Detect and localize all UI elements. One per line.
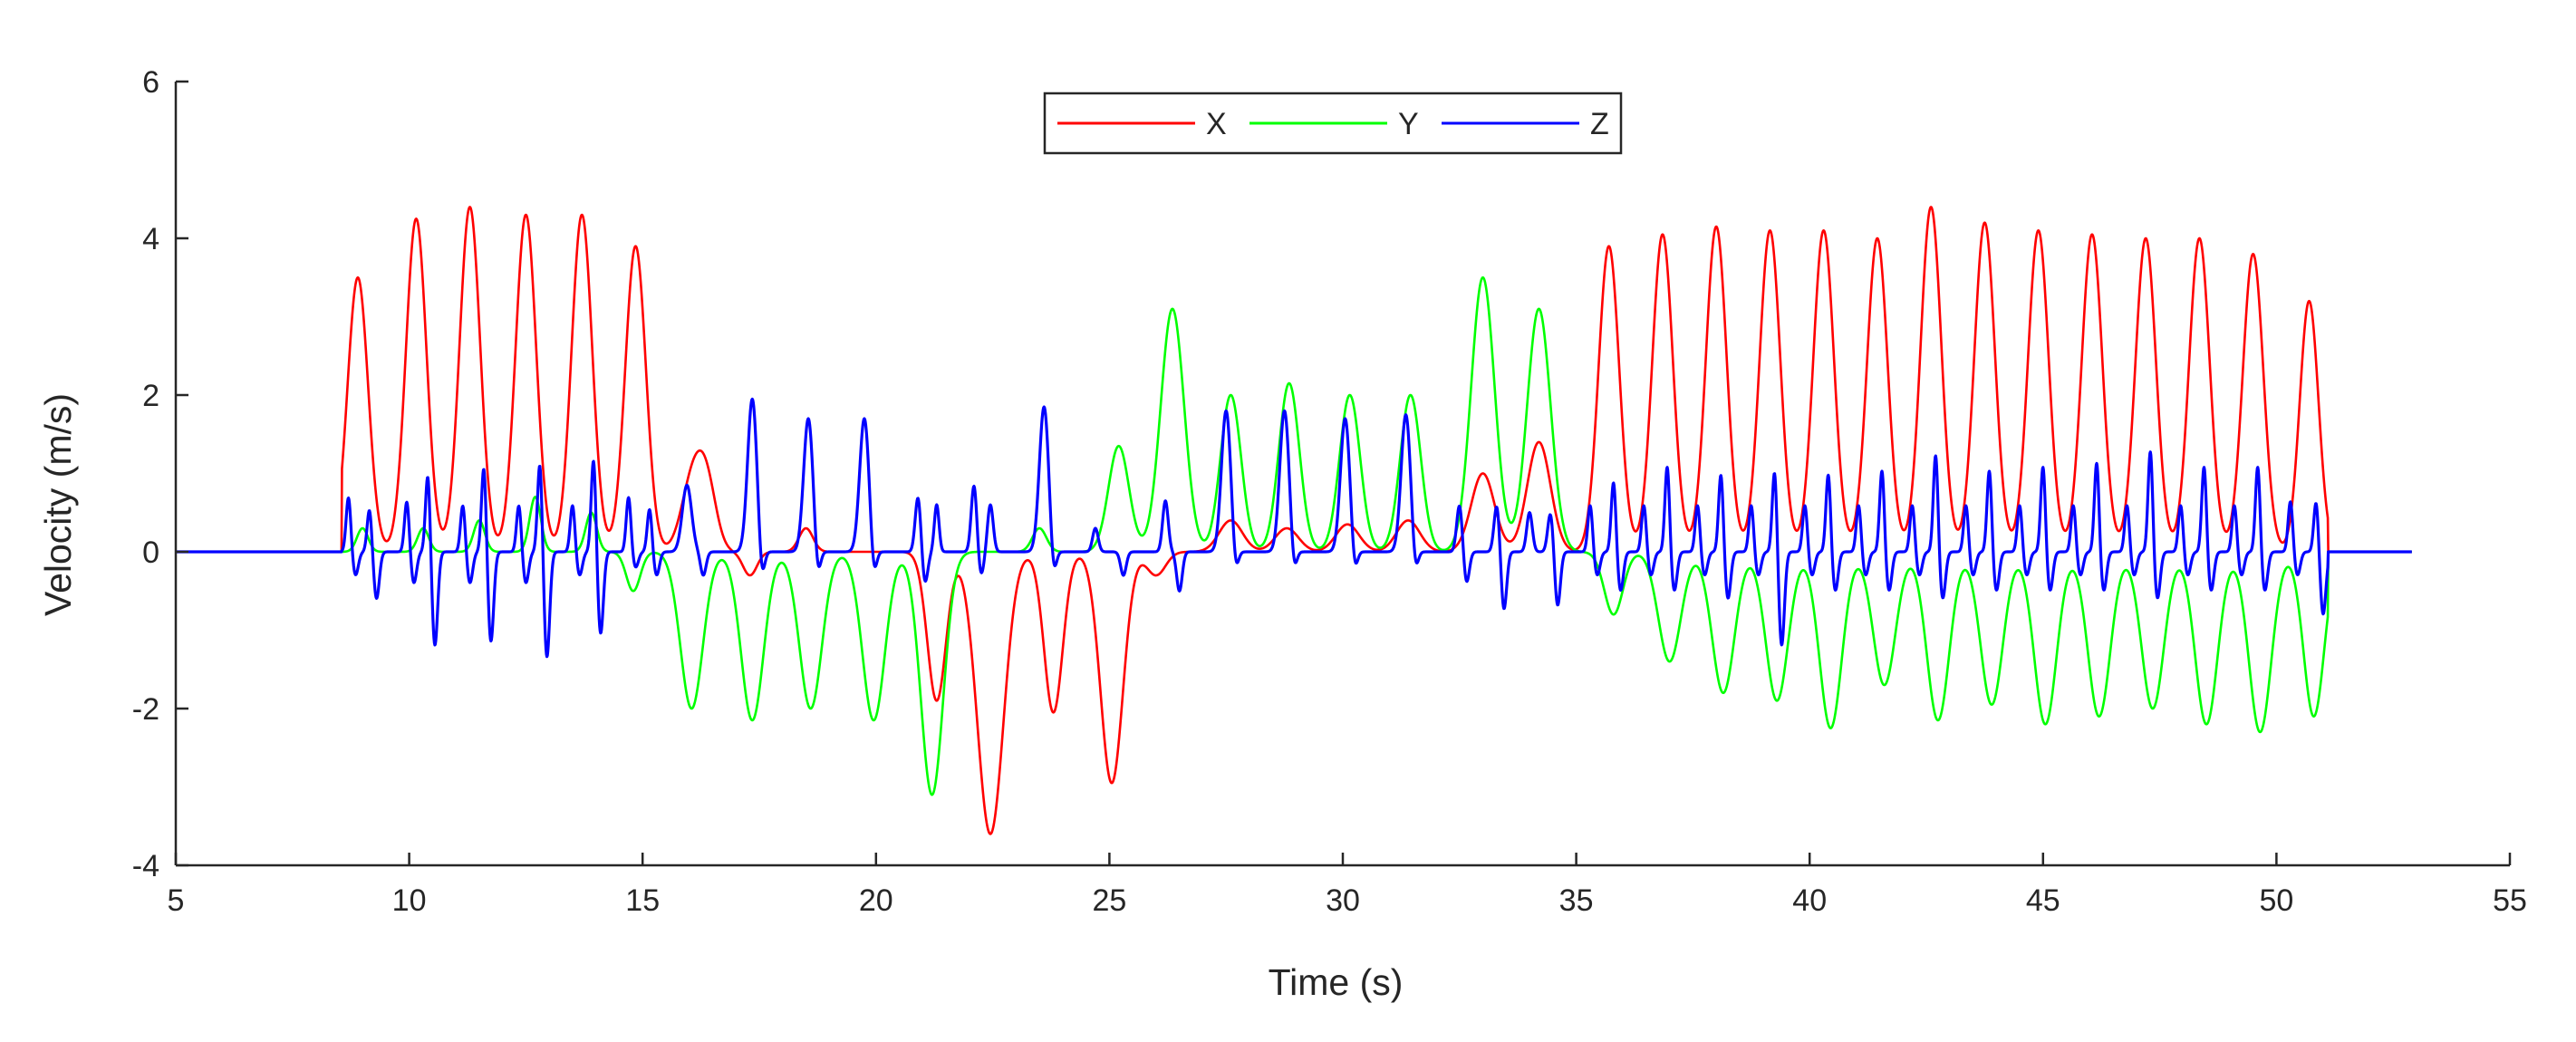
x-tick-label: 25 <box>1092 883 1126 918</box>
legend-label-z: Z <box>1590 107 1609 141</box>
x-tick-label: 40 <box>1792 883 1827 918</box>
series-line-z <box>174 397 2413 659</box>
x-tick-label: 45 <box>2026 883 2060 918</box>
x-tick-label: 10 <box>392 883 427 918</box>
x-tick-label: 20 <box>859 883 893 918</box>
plot-area <box>174 206 2413 835</box>
y-tick-label: 0 <box>142 535 159 570</box>
legend-label-y: Y <box>1398 107 1419 141</box>
y-tick-label: -4 <box>132 849 159 883</box>
x-tick-label: 55 <box>2493 883 2527 918</box>
series-line-y <box>175 275 2413 796</box>
x-axis-title: Time (s) <box>1269 961 1404 1003</box>
y-tick-label: -2 <box>132 692 159 727</box>
legend: X Y Z <box>1043 92 1623 155</box>
x-tick-label: 35 <box>1559 883 1594 918</box>
legend-label-x: X <box>1206 107 1227 141</box>
x-tick-label: 50 <box>2259 883 2293 918</box>
y-tick-label: 2 <box>142 379 159 413</box>
series-line-x <box>175 206 2413 835</box>
y-tick-label: 6 <box>142 65 159 100</box>
axes: 5 10 15 20 25 30 35 40 45 50 55 -4 -2 0 2 4 6 <box>132 65 2527 918</box>
x-tick-label: 5 <box>168 883 185 918</box>
x-tick-label: 15 <box>625 883 660 918</box>
y-axis-title: Velocity (m/s) <box>37 393 79 616</box>
y-tick-label: 4 <box>142 222 159 256</box>
x-tick-label: 30 <box>1326 883 1360 918</box>
